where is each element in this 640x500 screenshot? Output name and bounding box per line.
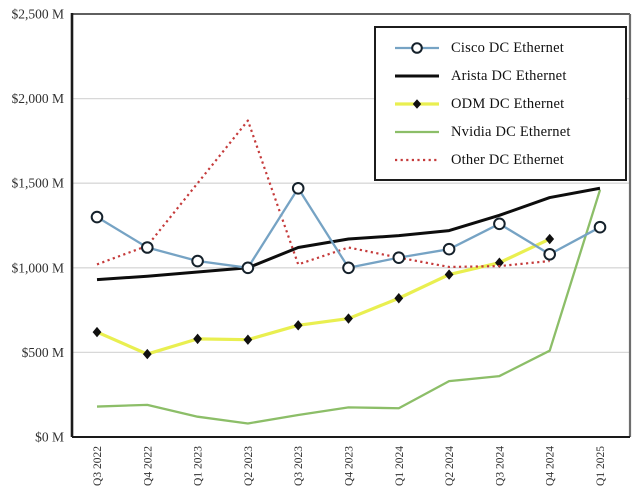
y-tick-label: $500 M [22,345,64,360]
series-cisco-marker [291,181,305,195]
series-cisco-marker [241,261,255,275]
legend-item-other: Other DC Ethernet [394,147,619,173]
series-cisco-marker [141,241,154,254]
x-tick-label: Q3 2023 [293,446,305,486]
x-tick-label: Q1 2023 [193,446,205,486]
series-odm-marker [545,233,555,245]
series-cisco-marker [191,254,204,268]
legend-label: Other DC Ethernet [451,151,564,168]
legend-sample-arista-icon [395,74,439,78]
series-odm-marker [92,326,102,338]
x-tick-label: Q2 2024 [444,446,456,486]
y-tick-label: $1,000 M [11,260,64,275]
series-odm-marker [293,320,303,331]
x-tick-label: Q4 2023 [344,446,356,486]
series-nvidia-line [96,189,602,425]
series-odm-marker [142,348,152,360]
legend-sample-other-icon [395,158,439,162]
series-cisco-marker [342,261,355,275]
y-tick-label: $2,000 M [11,91,64,106]
series-odm-marker [193,333,202,345]
x-tick-label: Q4 2022 [142,446,154,486]
legend-item-cisco: Cisco DC Ethernet [394,35,619,61]
y-tick-label: $0 M [35,430,64,445]
series-arista-line [96,186,601,282]
series-cisco-line [96,187,601,269]
x-tick-label: Q1 2024 [394,446,406,486]
series-odm-marker [344,313,353,324]
x-tick-label: Q4 2024 [545,446,557,486]
series-odm-marker [394,293,404,304]
legend-item-odm: ODM DC Ethernet [394,91,619,117]
legend-sample-cisco-icon [395,42,439,54]
x-tick-label: Q1 2025 [595,446,607,486]
x-tick-label: Q3 2022 [92,446,104,486]
series-cisco-marker [543,247,557,261]
legend: Cisco DC Ethernet Arista DC Ethernet ODM D… [374,26,627,181]
series-cisco-marker [493,217,506,231]
series-cisco-marker [90,210,104,224]
legend-label: Arista DC Ethernet [451,67,567,84]
series-cisco-marker [593,220,607,234]
legend-label: Nvidia DC Ethernet [451,123,571,140]
y-tick-label: $2,500 M [11,7,64,22]
series-odm-marker [495,257,504,268]
series-odm-line [96,237,551,356]
legend-item-nvidia: Nvidia DC Ethernet [394,119,619,145]
x-tick-label: Q3 2024 [494,446,506,486]
series-odm-marker [243,334,253,345]
x-tick-label: Q2 2023 [243,446,255,486]
series-cisco-marker [392,251,406,264]
legend-sample-odm-icon [395,99,439,109]
legend-item-arista: Arista DC Ethernet [394,63,619,89]
legend-sample-nvidia-icon [395,130,439,134]
series-odm-marker [444,269,454,280]
legend-label: Cisco DC Ethernet [451,39,564,56]
legend-label: ODM DC Ethernet [451,95,565,112]
y-tick-label: $1,500 M [11,176,64,191]
series-cisco-marker [442,242,456,256]
series-other-line [96,119,550,269]
